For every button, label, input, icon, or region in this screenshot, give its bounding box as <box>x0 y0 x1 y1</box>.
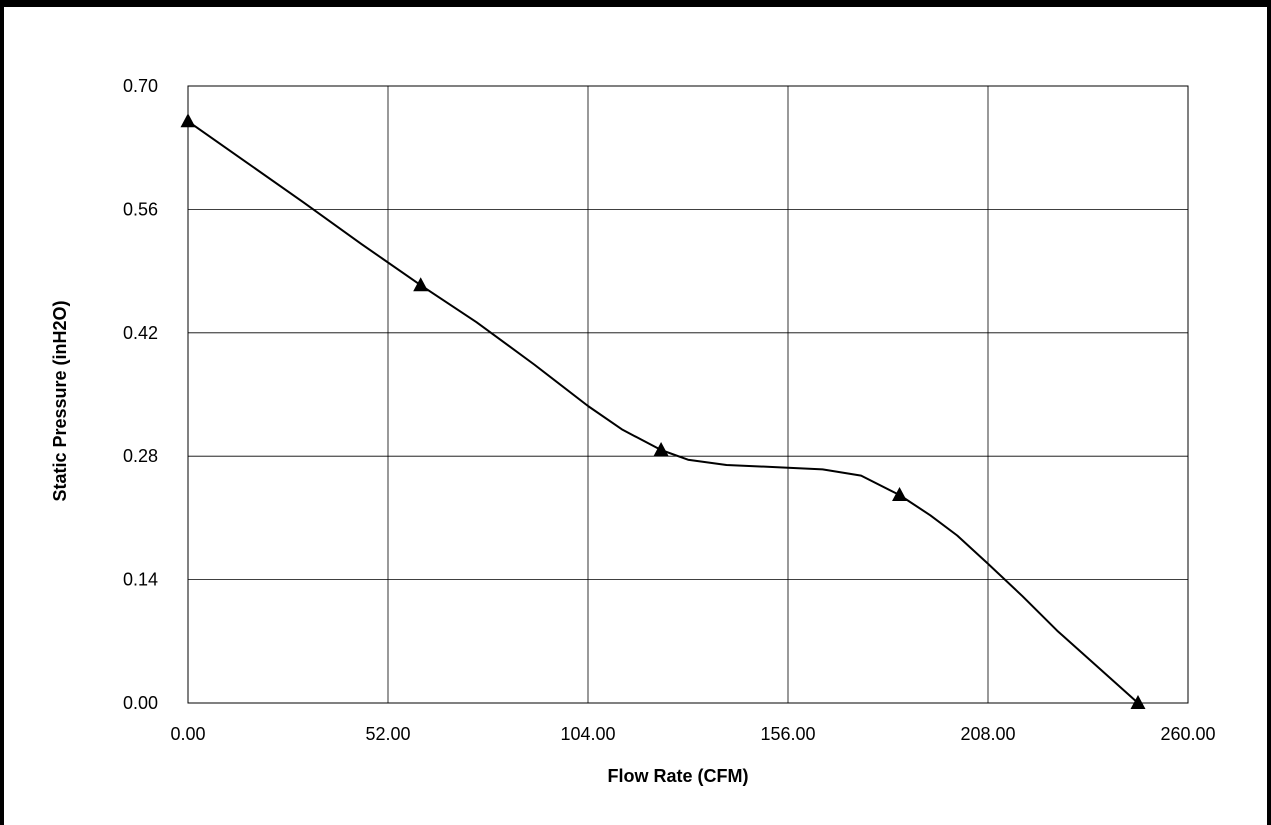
triangle-marker <box>653 442 669 457</box>
x-axis-title: Flow Rate (CFM) <box>608 766 749 786</box>
triangle-marker <box>180 113 196 128</box>
series-line <box>187 120 1139 704</box>
y-axis-ticks: 0.00 0.14 0.28 0.42 0.56 0.70 <box>123 76 158 713</box>
x-axis-ticks: 0.00 52.00 104.00 156.00 208.00 260.00 <box>170 724 1215 744</box>
y-tick-label: 0.42 <box>123 323 158 343</box>
y-tick-label: 0.56 <box>123 199 158 219</box>
x-tick-label: 156.00 <box>760 724 815 744</box>
x-tick-label: 104.00 <box>560 724 615 744</box>
y-tick-label: 0.28 <box>123 446 158 466</box>
triangle-marker <box>413 277 429 292</box>
x-tick-label: 260.00 <box>1160 724 1215 744</box>
y-tick-label: 0.14 <box>123 570 158 590</box>
y-axis-title: Static Pressure (inH2O) <box>50 300 70 501</box>
plot-border <box>187 85 1189 704</box>
plot-area <box>180 113 1146 709</box>
y-tick-label: 0.00 <box>123 693 158 713</box>
grid <box>187 85 1189 704</box>
triangle-marker <box>892 486 908 501</box>
x-tick-label: 52.00 <box>365 724 410 744</box>
y-tick-label: 0.70 <box>123 76 158 96</box>
triangle-marker <box>1130 695 1146 709</box>
x-tick-label: 208.00 <box>960 724 1015 744</box>
x-tick-label: 0.00 <box>170 724 205 744</box>
